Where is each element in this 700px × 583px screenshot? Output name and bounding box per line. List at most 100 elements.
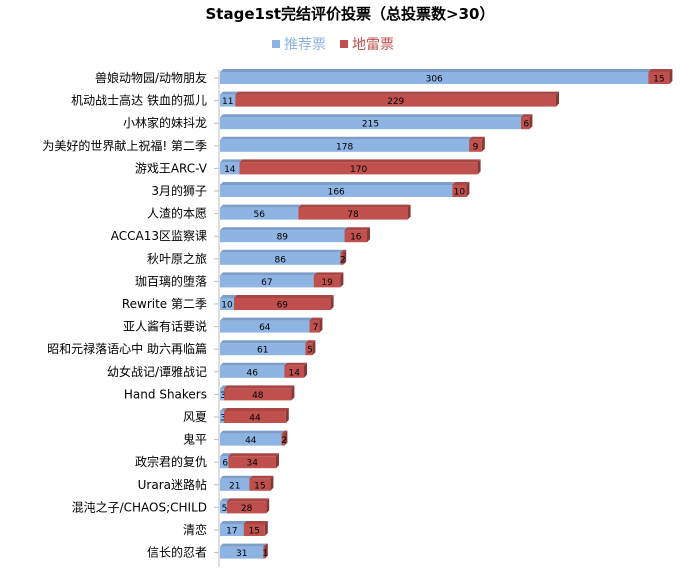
data-label: 2 [340,255,346,265]
bar-landmine [521,117,530,130]
data-label: 1 [262,549,268,559]
legend-label-0: 推荐票 [284,37,326,53]
bar-landmine [309,320,320,333]
bar-segment-side [529,114,533,130]
bar-segment-top [220,295,237,298]
bar-recommend [220,72,649,84]
data-label: 44 [249,414,261,424]
bar-recommend [220,411,225,423]
bar-segment-top [234,295,334,298]
bar-segment-top [220,272,317,276]
bar-segment-top [263,543,268,547]
bar-recommend [220,343,306,356]
bar-segment-side [284,430,288,446]
bar-segment-top [305,340,316,344]
data-label: 19 [321,278,333,288]
data-label: 5 [222,504,228,514]
bar-segment-side [481,136,485,152]
bar-recommend [220,388,225,401]
bar-landmine [224,411,286,423]
category-label: 昭和元禄落语心中 助六再临篇 [47,341,207,356]
data-label: 6 [222,459,228,469]
bar-segment-side [312,340,316,356]
bar-recommend [220,501,227,514]
data-label: 44 [245,436,257,446]
bar-segment-top [340,249,347,253]
bar-landmine [284,365,304,378]
data-label: 166 [328,188,345,198]
bar-landmine [344,230,367,243]
bar-landmine [224,388,292,401]
category-label: 秋叶原之旅 [147,252,207,266]
bar-segment-top [220,114,524,118]
data-label: 21 [229,481,240,491]
bar-segment-top [235,91,559,95]
bar-segment-top [284,362,307,366]
data-label: 15 [249,527,260,537]
bar-segment-top [220,204,302,208]
bar-segment-top [220,408,228,411]
data-label: 67 [261,278,272,288]
bar-segment-top [220,227,348,231]
bar-landmine [263,546,265,559]
category-label: 机动战士高达 铁血的孤儿 [71,93,207,108]
data-label: 14 [288,368,300,378]
bar-landmine [340,252,344,265]
data-label: 7 [313,323,319,333]
bar-segment-top [469,136,485,140]
category-label: 3月的狮子 [151,183,207,198]
bar-segment-top [220,317,313,321]
bar-segment-side [669,69,673,84]
bar-landmine [243,524,265,536]
category-label: 小林家的妹抖龙 [123,115,207,130]
bar-segment-top [239,159,481,163]
legend-swatch-1 [340,40,348,48]
bar-segment-side [264,521,268,536]
data-label: 78 [347,210,359,220]
category-label: 人渣的本愿 [147,206,207,221]
bar-recommend [220,252,341,265]
bar-segment-side [319,317,323,333]
data-label: 34 [246,459,258,469]
bar-segment-side [477,159,481,175]
bar-segment-top [224,385,295,389]
bar-segment-top [227,498,270,502]
bar-segment-top [313,272,344,276]
category-label: 鬼平 [183,432,207,447]
bar-recommend [220,524,244,536]
data-label: 56 [253,210,265,220]
bar-recommend [220,117,521,130]
bar-recommend [220,298,234,310]
bar-segment-top [521,114,533,118]
category-label: 亚人酱有话要说 [123,319,207,334]
data-label: 69 [277,301,289,311]
category-label: 信长的忍者 [147,545,207,560]
data-label: 5 [307,346,313,356]
bar-recommend [220,139,470,152]
bar-segment-top [243,521,268,524]
data-label: 306 [426,75,443,85]
data-label: 15 [254,481,265,491]
bar-recommend [220,207,299,220]
bar-segment-side [367,227,370,243]
bar-segment-top [220,249,344,253]
bar-segment-top [220,475,253,479]
bar-segment-top [220,91,239,95]
bar-recommend [220,185,453,197]
data-label: 229 [387,97,404,107]
category-label: 为美好的世界献上祝福! 第二季 [42,138,207,153]
bar-landmine [228,456,276,469]
bar-segment-top [220,159,243,163]
bar-segment-side [276,453,279,469]
bar-recommend [220,94,236,107]
bar-segment-top [220,136,473,140]
category-label: 风夏 [183,410,207,424]
data-label: 16 [350,233,362,243]
category-label: 清恋 [183,522,207,537]
bar-segment-side [270,475,274,491]
data-label: 9 [473,142,479,152]
category-label: 混沌之子/CHAOS;CHILD [72,500,207,514]
bar-segment-top [220,340,309,344]
bar-landmine [648,72,670,84]
bar-segment-side [266,498,270,514]
